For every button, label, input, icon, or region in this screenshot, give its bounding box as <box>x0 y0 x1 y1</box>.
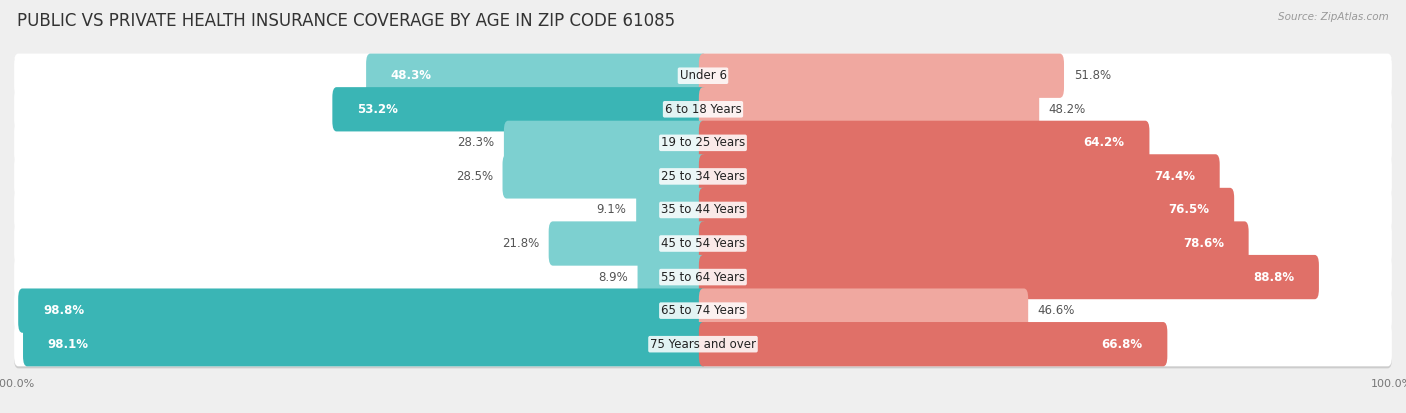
FancyBboxPatch shape <box>366 54 707 98</box>
Text: 66.8%: 66.8% <box>1101 338 1143 351</box>
FancyBboxPatch shape <box>636 188 707 232</box>
FancyBboxPatch shape <box>503 121 707 165</box>
Text: 88.8%: 88.8% <box>1253 271 1294 284</box>
Text: 98.8%: 98.8% <box>44 304 84 317</box>
Text: 35 to 44 Years: 35 to 44 Years <box>661 204 745 216</box>
FancyBboxPatch shape <box>548 221 707 266</box>
FancyBboxPatch shape <box>699 288 1028 333</box>
FancyBboxPatch shape <box>14 223 1392 268</box>
Text: 51.8%: 51.8% <box>1074 69 1111 82</box>
FancyBboxPatch shape <box>14 154 1392 199</box>
Text: Source: ZipAtlas.com: Source: ZipAtlas.com <box>1278 12 1389 22</box>
Text: 25 to 34 Years: 25 to 34 Years <box>661 170 745 183</box>
FancyBboxPatch shape <box>22 322 707 366</box>
FancyBboxPatch shape <box>699 221 1249 266</box>
FancyBboxPatch shape <box>699 154 1220 199</box>
Text: 78.6%: 78.6% <box>1182 237 1223 250</box>
Text: 98.1%: 98.1% <box>48 338 89 351</box>
Text: 75 Years and over: 75 Years and over <box>650 338 756 351</box>
FancyBboxPatch shape <box>14 221 1392 266</box>
FancyBboxPatch shape <box>14 89 1392 133</box>
Text: 21.8%: 21.8% <box>502 237 538 250</box>
Text: 76.5%: 76.5% <box>1168 204 1209 216</box>
FancyBboxPatch shape <box>699 322 1167 366</box>
Text: 48.2%: 48.2% <box>1049 103 1085 116</box>
FancyBboxPatch shape <box>18 288 707 333</box>
Text: 64.2%: 64.2% <box>1084 136 1125 150</box>
FancyBboxPatch shape <box>14 87 1392 131</box>
FancyBboxPatch shape <box>14 190 1392 234</box>
Text: 74.4%: 74.4% <box>1154 170 1195 183</box>
Text: 19 to 25 Years: 19 to 25 Years <box>661 136 745 150</box>
FancyBboxPatch shape <box>699 54 1064 98</box>
Text: 46.6%: 46.6% <box>1038 304 1076 317</box>
Text: PUBLIC VS PRIVATE HEALTH INSURANCE COVERAGE BY AGE IN ZIP CODE 61085: PUBLIC VS PRIVATE HEALTH INSURANCE COVER… <box>17 12 675 31</box>
FancyBboxPatch shape <box>14 290 1392 335</box>
Text: 45 to 54 Years: 45 to 54 Years <box>661 237 745 250</box>
FancyBboxPatch shape <box>14 122 1392 167</box>
FancyBboxPatch shape <box>14 54 1392 98</box>
FancyBboxPatch shape <box>14 55 1392 100</box>
Text: 28.5%: 28.5% <box>456 170 494 183</box>
Text: 65 to 74 Years: 65 to 74 Years <box>661 304 745 317</box>
Text: 6 to 18 Years: 6 to 18 Years <box>665 103 741 116</box>
Text: 53.2%: 53.2% <box>357 103 398 116</box>
FancyBboxPatch shape <box>14 288 1392 333</box>
FancyBboxPatch shape <box>637 255 707 299</box>
FancyBboxPatch shape <box>502 154 707 199</box>
FancyBboxPatch shape <box>332 87 707 131</box>
FancyBboxPatch shape <box>14 121 1392 165</box>
FancyBboxPatch shape <box>699 121 1150 165</box>
FancyBboxPatch shape <box>699 255 1319 299</box>
FancyBboxPatch shape <box>14 256 1392 301</box>
Text: 28.3%: 28.3% <box>457 136 495 150</box>
Text: 9.1%: 9.1% <box>596 204 627 216</box>
Text: 8.9%: 8.9% <box>598 271 628 284</box>
FancyBboxPatch shape <box>14 322 1392 366</box>
FancyBboxPatch shape <box>699 188 1234 232</box>
FancyBboxPatch shape <box>699 87 1039 131</box>
Text: 55 to 64 Years: 55 to 64 Years <box>661 271 745 284</box>
Text: Under 6: Under 6 <box>679 69 727 82</box>
FancyBboxPatch shape <box>14 156 1392 201</box>
FancyBboxPatch shape <box>14 324 1392 368</box>
Text: 48.3%: 48.3% <box>391 69 432 82</box>
FancyBboxPatch shape <box>14 255 1392 299</box>
FancyBboxPatch shape <box>14 188 1392 232</box>
